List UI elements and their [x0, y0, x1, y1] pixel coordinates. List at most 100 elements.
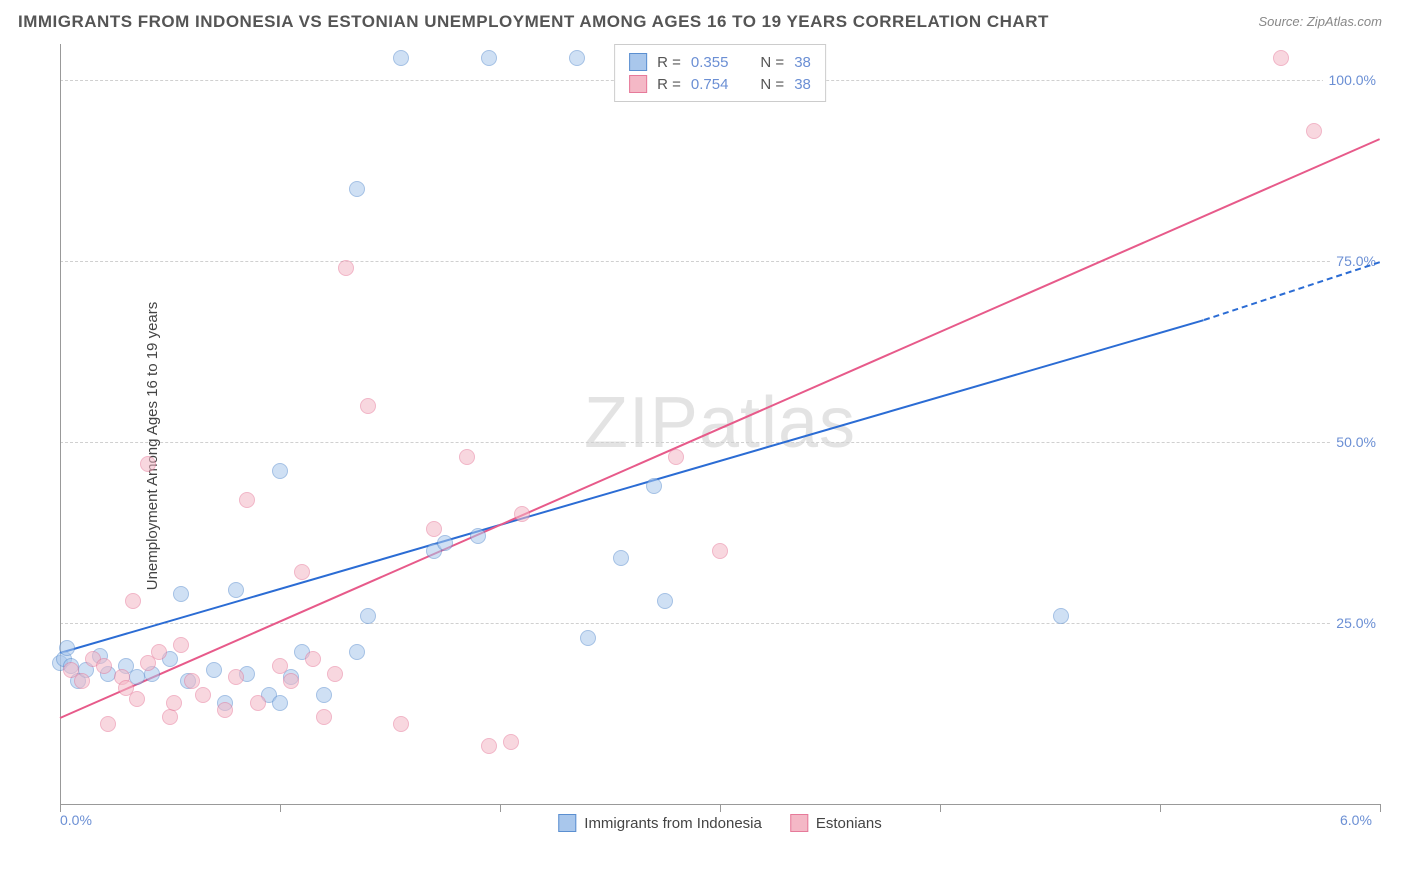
- data-point: [657, 593, 673, 609]
- data-point: [239, 492, 255, 508]
- data-point: [166, 695, 182, 711]
- legend-stat-row: R = 0.355 N = 38: [629, 51, 811, 73]
- data-point: [228, 669, 244, 685]
- x-tick: [60, 804, 61, 812]
- trend-line: [60, 319, 1205, 654]
- data-point: [613, 550, 629, 566]
- legend-swatch: [629, 53, 647, 71]
- data-point: [59, 640, 75, 656]
- x-tick: [280, 804, 281, 812]
- chart-title: IMMIGRANTS FROM INDONESIA VS ESTONIAN UN…: [18, 12, 1049, 32]
- x-tick: [500, 804, 501, 812]
- data-point: [437, 535, 453, 551]
- x-tick: [1380, 804, 1381, 812]
- y-tick-label: 100.0%: [1323, 72, 1382, 88]
- data-point: [1306, 123, 1322, 139]
- data-point: [272, 658, 288, 674]
- trend-line-extrapolate: [1204, 261, 1381, 321]
- data-point: [228, 582, 244, 598]
- data-point: [74, 673, 90, 689]
- data-point: [129, 691, 145, 707]
- data-point: [217, 702, 233, 718]
- legend-item: Immigrants from Indonesia: [558, 814, 762, 832]
- data-point: [426, 521, 442, 537]
- x-tick-label: 6.0%: [1340, 812, 1372, 828]
- data-point: [272, 695, 288, 711]
- data-point: [327, 666, 343, 682]
- legend-swatch: [629, 75, 647, 93]
- source-label: Source:: [1258, 14, 1306, 29]
- x-tick-label: 0.0%: [60, 812, 92, 828]
- y-tick-label: 75.0%: [1330, 253, 1382, 269]
- gridline: [60, 261, 1380, 262]
- data-point: [140, 456, 156, 472]
- watermark-text: ZIPatlas: [584, 382, 856, 464]
- correlation-stats-legend: R = 0.355 N = 38 R = 0.754 N = 38: [614, 44, 826, 102]
- n-label: N =: [760, 76, 784, 93]
- source-attribution: Source: ZipAtlas.com: [1258, 14, 1382, 29]
- n-value: 38: [794, 54, 811, 71]
- data-point: [349, 644, 365, 660]
- data-point: [569, 50, 585, 66]
- data-point: [125, 593, 141, 609]
- data-point: [503, 734, 519, 750]
- data-point: [470, 528, 486, 544]
- n-value: 38: [794, 76, 811, 93]
- data-point: [283, 673, 299, 689]
- gridline: [60, 442, 1380, 443]
- data-point: [481, 50, 497, 66]
- trend-line: [60, 138, 1381, 719]
- n-label: N =: [760, 54, 784, 71]
- data-point: [393, 50, 409, 66]
- data-point: [668, 449, 684, 465]
- data-point: [393, 716, 409, 732]
- data-point: [250, 695, 266, 711]
- data-point: [173, 586, 189, 602]
- data-point: [305, 651, 321, 667]
- data-point: [96, 658, 112, 674]
- data-point: [580, 630, 596, 646]
- gridline: [60, 623, 1380, 624]
- legend-item: Estonians: [790, 814, 882, 832]
- data-point: [712, 543, 728, 559]
- legend-stat-row: R = 0.754 N = 38: [629, 73, 811, 95]
- legend-swatch: [558, 814, 576, 832]
- data-point: [184, 673, 200, 689]
- data-point: [195, 687, 211, 703]
- x-tick: [1160, 804, 1161, 812]
- data-point: [360, 608, 376, 624]
- legend-swatch: [790, 814, 808, 832]
- data-point: [173, 637, 189, 653]
- data-point: [294, 564, 310, 580]
- data-point: [206, 662, 222, 678]
- data-point: [646, 478, 662, 494]
- r-label: R =: [657, 54, 681, 71]
- scatter-plot-area: ZIPatlas 25.0% 50.0% 75.0% 100.0% 0.0% 6.0% R …: [60, 44, 1380, 834]
- legend-label: Estonians: [816, 815, 882, 832]
- x-tick: [720, 804, 721, 812]
- data-point: [162, 709, 178, 725]
- data-point: [349, 181, 365, 197]
- data-point: [338, 260, 354, 276]
- data-point: [272, 463, 288, 479]
- data-point: [360, 398, 376, 414]
- r-value: 0.355: [691, 54, 729, 71]
- y-tick-label: 25.0%: [1330, 615, 1382, 631]
- data-point: [514, 506, 530, 522]
- r-value: 0.754: [691, 76, 729, 93]
- r-label: R =: [657, 76, 681, 93]
- data-point: [459, 449, 475, 465]
- y-axis-line: [60, 44, 61, 804]
- data-point: [481, 738, 497, 754]
- legend-label: Immigrants from Indonesia: [584, 815, 762, 832]
- data-point: [151, 644, 167, 660]
- data-point: [100, 716, 116, 732]
- series-legend: Immigrants from Indonesia Estonians: [558, 814, 881, 832]
- data-point: [1053, 608, 1069, 624]
- y-tick-label: 50.0%: [1330, 434, 1382, 450]
- data-point: [1273, 50, 1289, 66]
- data-point: [316, 687, 332, 703]
- x-tick: [940, 804, 941, 812]
- source-value: ZipAtlas.com: [1307, 14, 1382, 29]
- data-point: [316, 709, 332, 725]
